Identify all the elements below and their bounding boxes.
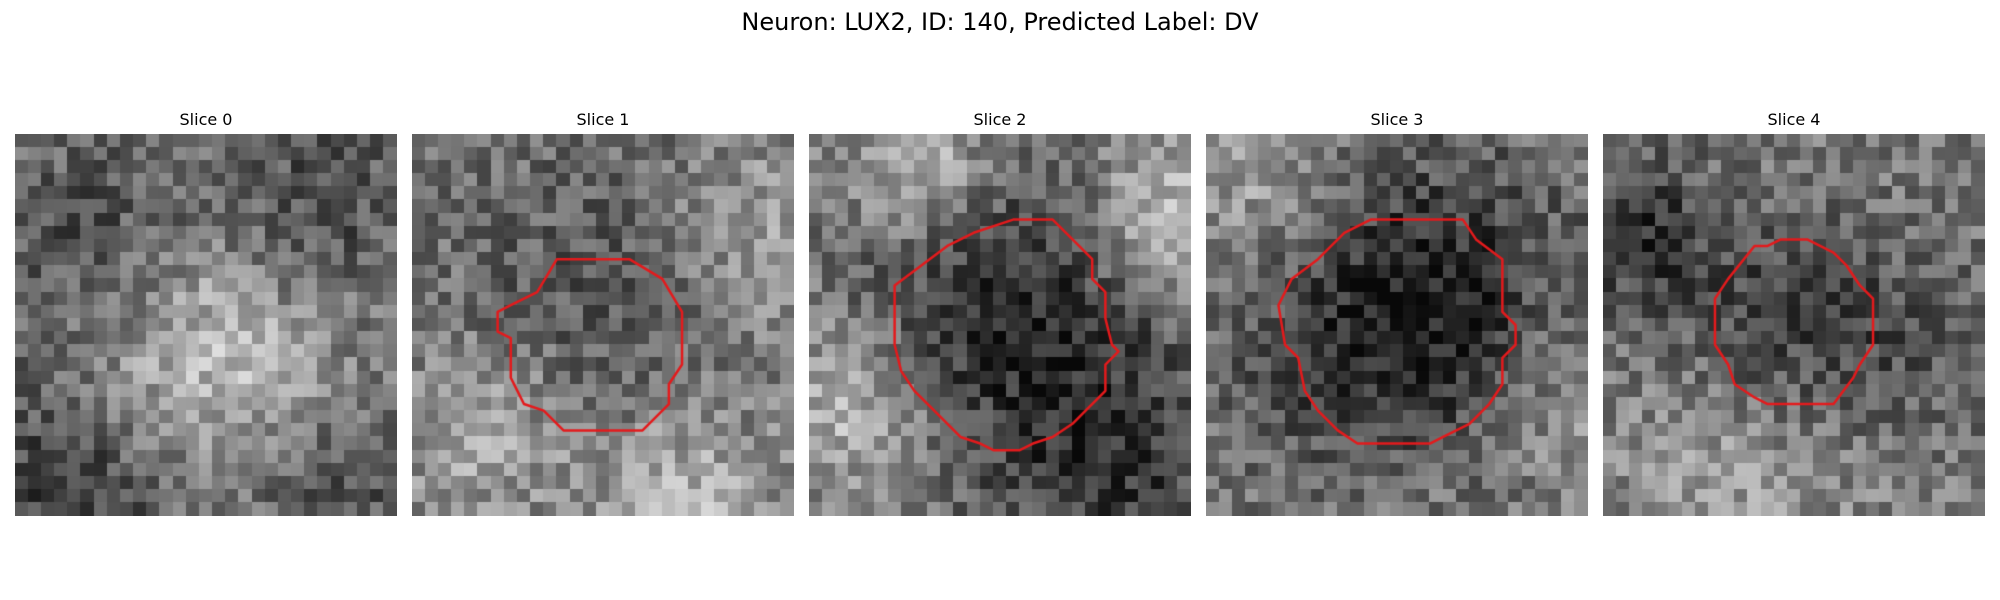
- slice-4-title: Slice 4: [1603, 110, 1985, 130]
- slice-2-image: [809, 134, 1191, 516]
- slice-3-title: Slice 3: [1206, 110, 1588, 130]
- figure-title: Neuron: LUX2, ID: 140, Predicted Label: …: [0, 6, 2000, 38]
- slice-2-title: Slice 2: [809, 110, 1191, 130]
- slice-1-image: [412, 134, 794, 516]
- slice-0-title: Slice 0: [15, 110, 397, 130]
- slice-1-title: Slice 1: [412, 110, 794, 130]
- slice-0-image: [15, 134, 397, 516]
- slice-3-image: [1206, 134, 1588, 516]
- slice-4-image: [1603, 134, 1985, 516]
